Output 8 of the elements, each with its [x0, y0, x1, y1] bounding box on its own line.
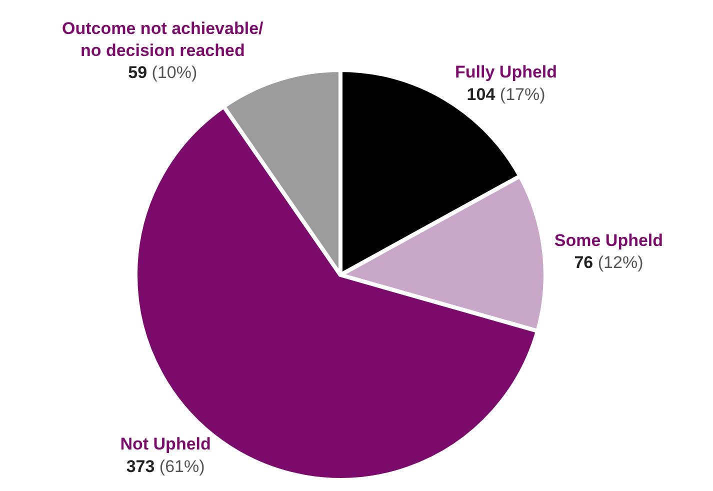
- data-label: 76 (12%): [574, 253, 644, 272]
- slice-label: Not Upheld: [120, 434, 211, 454]
- slice-label: Outcome not achievable/ no decision reached: [62, 18, 264, 60]
- slice-label: Fully Upheld: [455, 62, 558, 82]
- data-label: 59 (10%): [128, 63, 198, 82]
- data-label: 373 (61%): [126, 456, 205, 476]
- slice-label: Some Upheld: [554, 231, 664, 250]
- data-label: 104 (17%): [466, 84, 546, 104]
